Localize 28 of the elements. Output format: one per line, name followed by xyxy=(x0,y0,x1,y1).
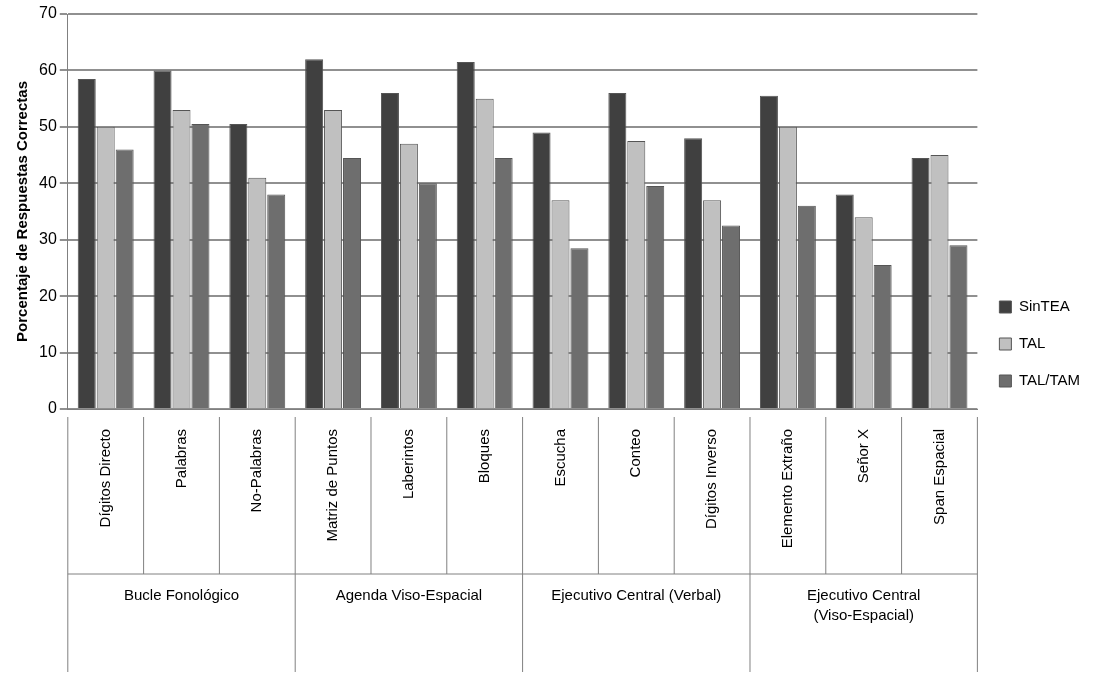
x-tick-label: Dígitos Inverso xyxy=(702,429,720,530)
text: Ejecutivo Central (Verbal) xyxy=(551,585,722,603)
text: Agenda Viso-Espacial xyxy=(335,585,483,603)
x-tick-label: Bloques xyxy=(474,429,492,484)
y-tick-label: 70 xyxy=(39,4,57,22)
legend-label: TAL xyxy=(1018,334,1046,352)
x-tick-label: No-Palabras xyxy=(247,429,265,513)
x-tick-label: Laberintos xyxy=(399,429,417,500)
legend-label: SinTEA xyxy=(1018,297,1070,315)
y-axis-title: Porcentaje de Respuestas Correctas xyxy=(13,81,31,342)
y-tick-label: 20 xyxy=(39,286,57,304)
x-tick-label: Elemento Extraño xyxy=(778,429,796,549)
y-tick-label: 0 xyxy=(47,399,57,417)
x-tick-label: Escucha xyxy=(550,428,568,487)
y-tick-label: 40 xyxy=(39,173,57,191)
x-tick-label: Señor X xyxy=(853,429,871,484)
x-tick-label: Palabras xyxy=(171,429,189,489)
legend-label: TAL/TAM xyxy=(1018,371,1081,389)
x-tick-label: Conteo xyxy=(626,429,644,478)
y-tick-label: 60 xyxy=(39,60,57,78)
y-tick-label: 10 xyxy=(39,342,57,360)
y-tick-label: 50 xyxy=(39,117,57,135)
y-tick-label: 30 xyxy=(39,230,57,248)
x-tick-label: Matriz de Puntos xyxy=(323,429,341,542)
text: Ejecutivo Central (Viso-Espacial) xyxy=(806,585,921,623)
text: Bucle Fonológico xyxy=(123,585,240,603)
x-tick-label: Dígitos Directo xyxy=(95,429,113,528)
x-tick-label: Span Espacial xyxy=(929,429,947,525)
